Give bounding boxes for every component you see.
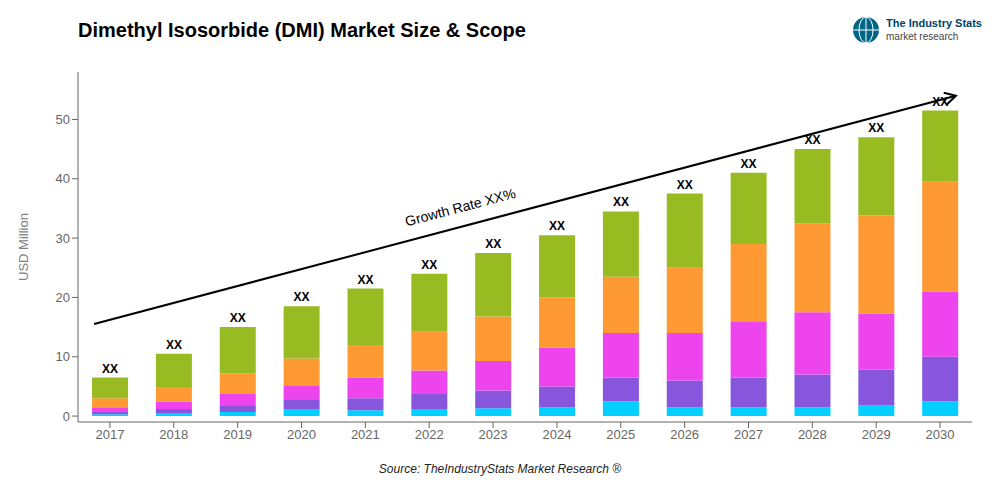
svg-text:2030: 2030 [926,427,955,442]
svg-text:2029: 2029 [862,427,891,442]
svg-text:40: 40 [56,171,70,186]
svg-text:XX: XX [549,219,565,233]
svg-text:XX: XX [741,157,757,171]
html-text:The Industry Stats: The Industry Stats [886,17,982,30]
svg-text:2026: 2026 [670,427,699,442]
svg-text:XX: XX [868,121,884,135]
svg-text:XX: XX [613,195,629,209]
svg-text:XX: XX [485,237,501,251]
svg-text:2021: 2021 [351,427,380,442]
svg-text:XX: XX [166,338,182,352]
svg-text:2024: 2024 [542,427,571,442]
svg-text:USD Million: USD Million [16,213,31,281]
html-text:Dimethyl Isosorbide (DMI) Mark: Dimethyl Isosorbide (DMI) Market Size & … [78,18,526,41]
svg-text:XX: XX [230,311,246,325]
svg-text:XX: XX [932,95,948,109]
svg-text:Growth Rate XX%: Growth Rate XX% [403,185,517,230]
svg-text:XX: XX [804,133,820,147]
svg-text:2017: 2017 [95,427,124,442]
svg-text:30: 30 [56,231,70,246]
svg-text:10: 10 [56,349,70,364]
svg-text:2019: 2019 [223,427,252,442]
svg-text:2018: 2018 [159,427,188,442]
svg-text:0: 0 [63,409,70,424]
svg-text:2020: 2020 [287,427,316,442]
svg-text:XX: XX [102,362,118,376]
svg-text:XX: XX [357,273,373,287]
svg-text:XX: XX [294,290,310,304]
html-text:Source: TheIndustryStats Marke: Source: TheIndustryStats Market Research… [378,462,622,476]
svg-text:2025: 2025 [606,427,635,442]
svg-text:20: 20 [56,290,70,305]
svg-text:XX: XX [421,258,437,272]
svg-text:2027: 2027 [734,427,763,442]
svg-text:2023: 2023 [479,427,508,442]
svg-text:2022: 2022 [415,427,444,442]
svg-text:2028: 2028 [798,427,827,442]
html-text:market research: market research [886,30,959,42]
svg-text:XX: XX [677,178,693,192]
svg-text:50: 50 [56,112,70,127]
